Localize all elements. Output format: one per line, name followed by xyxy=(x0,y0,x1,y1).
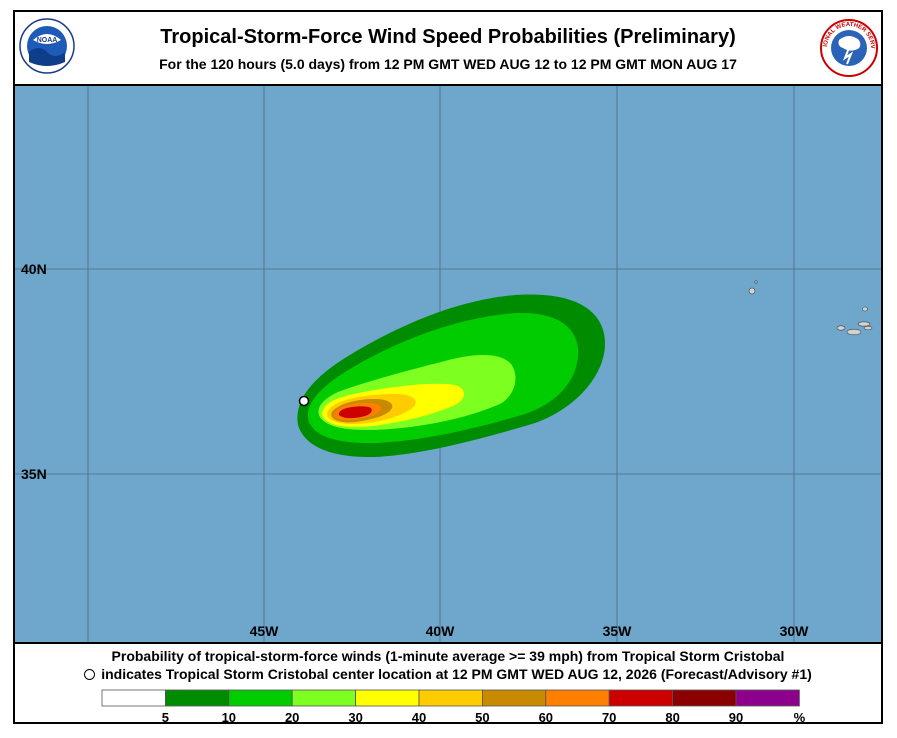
lat-label-40n: 40N xyxy=(21,261,47,277)
page-subtitle: For the 120 hours (5.0 days) from 12 PM … xyxy=(159,56,737,72)
island-graciosa xyxy=(862,306,868,312)
lon-label-30w: 30W xyxy=(780,623,810,639)
island-flores xyxy=(748,287,756,295)
graphic-frame: NOAA Tropical-Storm-Force Wind Speed Pro… xyxy=(13,10,883,724)
legend-tick-label: 30 xyxy=(348,710,362,724)
island-sao-jorge xyxy=(857,321,871,327)
footer: Probability of tropical-storm-force wind… xyxy=(15,644,881,724)
legend-tick-label: 90 xyxy=(729,710,743,724)
legend-swatch xyxy=(608,689,674,707)
legend-tick-label: 20 xyxy=(285,710,299,724)
legend-swatch xyxy=(545,689,610,707)
legend-labels: 5 10 20 30 40 50 60 70 80 90% xyxy=(162,710,806,724)
center-marker-symbol xyxy=(84,669,96,680)
legend-swatch xyxy=(418,689,483,707)
legend-swatch xyxy=(291,689,357,707)
legend-tick-label: 80 xyxy=(665,710,679,724)
header: NOAA Tropical-Storm-Force Wind Speed Pro… xyxy=(15,12,881,84)
legend-swatch xyxy=(672,689,737,707)
legend-tick-label: 10 xyxy=(222,710,236,724)
axis-labels: 40N 35N 45W 40W 35W 30W xyxy=(21,261,809,639)
noaa-logo: NOAA xyxy=(19,18,75,74)
azores-islands xyxy=(748,280,873,336)
legend-tick-label: 50 xyxy=(475,710,489,724)
caption-line-2-text: indicates Tropical Storm Cristobal cente… xyxy=(101,666,812,682)
page-title: Tropical-Storm-Force Wind Speed Probabil… xyxy=(160,26,736,48)
lon-label-45w: 45W xyxy=(250,623,280,639)
storm-center-marker xyxy=(298,395,310,407)
island-faial xyxy=(836,325,846,331)
contour-70-80 xyxy=(338,406,372,419)
legend-swatches xyxy=(101,689,800,707)
nws-logo: NATIONAL WEATHER SERVICE xyxy=(819,18,878,77)
probability-contours xyxy=(297,294,605,458)
lon-label-35w: 35W xyxy=(603,623,633,639)
map-svg: 40N 35N 45W 40W 35W 30W xyxy=(15,86,881,642)
color-legend: 5 10 20 30 40 50 60 70 80 90% xyxy=(101,689,806,724)
svg-text:NOAA: NOAA xyxy=(37,37,58,44)
caption-line-1: Probability of tropical-storm-force wind… xyxy=(111,648,785,664)
legend-tick-label: 60 xyxy=(539,710,553,724)
lat-label-35n: 35N xyxy=(21,466,47,482)
legend-tick-label: 5 xyxy=(162,710,169,724)
legend-unit-label: % xyxy=(794,710,806,724)
island-terceira xyxy=(863,325,873,331)
probability-map: 40N 35N 45W 40W 35W 30W xyxy=(15,84,881,644)
legend-swatch xyxy=(164,689,230,707)
legend-swatch xyxy=(481,689,547,707)
island-corvo xyxy=(754,280,758,284)
legend-swatch xyxy=(355,689,420,707)
legend-swatch xyxy=(735,689,800,707)
caption-line-2: indicates Tropical Storm Cristobal cente… xyxy=(15,666,881,682)
legend-swatch xyxy=(101,689,166,707)
legend-tick-label: 40 xyxy=(412,710,426,724)
island-pico xyxy=(846,328,862,336)
legend-tick-label: 70 xyxy=(602,710,616,724)
lon-label-40w: 40W xyxy=(426,623,456,639)
legend-swatch xyxy=(228,689,293,707)
